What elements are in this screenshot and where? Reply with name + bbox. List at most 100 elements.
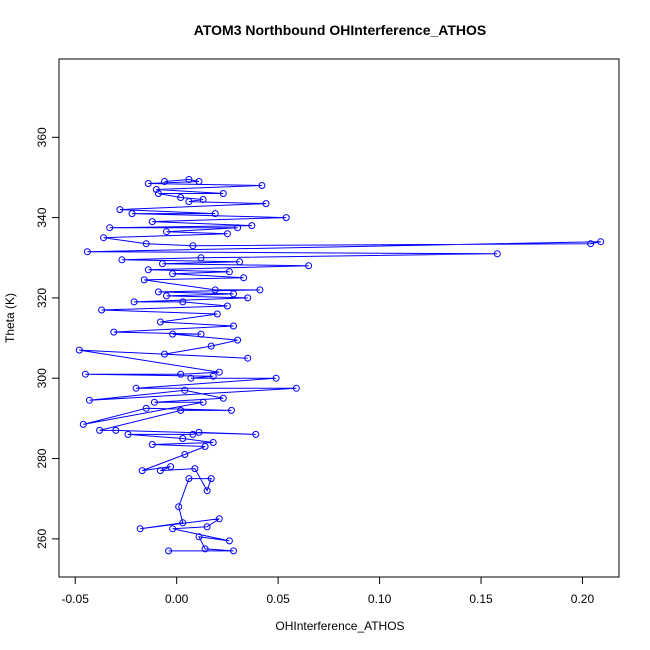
x-tick-label: 0.10 xyxy=(368,592,392,606)
y-tick-label: 340 xyxy=(35,207,49,227)
data-point xyxy=(305,262,313,270)
data-point xyxy=(203,487,211,495)
data-point xyxy=(597,238,605,246)
data-point xyxy=(118,256,126,264)
data-point xyxy=(201,545,209,553)
data-point xyxy=(185,176,193,183)
y-tick-label: 320 xyxy=(35,288,49,308)
data-point xyxy=(138,467,146,475)
data-point xyxy=(215,515,223,523)
data-point xyxy=(175,503,183,511)
data-point xyxy=(179,519,187,527)
y-tick-label: 280 xyxy=(35,448,49,468)
plot-frame xyxy=(58,58,620,578)
chart-title: ATOM3 Northbound OHInterference_ATHOS xyxy=(194,22,486,38)
data-point xyxy=(207,475,215,483)
data-point xyxy=(256,286,264,294)
x-tick-label: 0.05 xyxy=(266,592,290,606)
data-point xyxy=(199,196,207,203)
data-point xyxy=(191,465,199,473)
data-point xyxy=(197,330,205,338)
data-point xyxy=(100,234,108,242)
data-point xyxy=(169,270,177,278)
data-point xyxy=(128,210,136,218)
data-point xyxy=(156,318,164,326)
data-point xyxy=(272,374,280,382)
y-axis-label: Theta (K) xyxy=(3,293,17,343)
data-point xyxy=(181,386,189,394)
data-point xyxy=(148,441,156,448)
x-tick-label: 0.20 xyxy=(571,592,595,606)
data-point xyxy=(161,178,168,185)
data-point xyxy=(234,224,242,232)
data-point xyxy=(165,547,173,555)
data-point xyxy=(144,180,152,187)
data-point xyxy=(167,463,175,471)
data-point xyxy=(177,406,185,414)
data-point xyxy=(163,228,170,236)
data-point xyxy=(244,354,252,362)
data-point xyxy=(85,396,93,404)
data-point xyxy=(225,537,233,545)
data-point xyxy=(215,368,223,376)
x-tick-label: 0.00 xyxy=(165,592,189,606)
data-point xyxy=(177,370,185,378)
data-point xyxy=(124,430,132,438)
data-point xyxy=(83,248,91,256)
data-point xyxy=(148,218,156,226)
data-point xyxy=(75,346,83,354)
data-point xyxy=(150,398,158,406)
data-point xyxy=(169,330,177,338)
y-axis: 260 280 300 320 340 360 xyxy=(35,127,60,549)
data-point xyxy=(79,420,87,428)
data-point xyxy=(223,230,231,238)
data-point xyxy=(211,210,219,218)
data-point xyxy=(244,294,252,302)
data-point xyxy=(110,328,118,336)
data-point xyxy=(258,182,266,189)
data-point xyxy=(152,186,160,193)
data-point xyxy=(159,260,166,268)
data-point xyxy=(262,200,270,208)
data-point xyxy=(195,178,203,185)
data-point xyxy=(213,310,221,318)
data-point xyxy=(240,274,248,282)
data-point xyxy=(112,426,120,434)
data-point xyxy=(219,394,227,402)
data-point xyxy=(223,302,231,310)
data-point xyxy=(248,222,256,230)
y-tick-label: 260 xyxy=(35,529,49,549)
data-point xyxy=(587,240,595,248)
data-point xyxy=(81,370,89,378)
data-point xyxy=(181,451,189,458)
data-point xyxy=(219,190,227,197)
data-point xyxy=(130,298,138,306)
data-point xyxy=(185,198,193,206)
data-point xyxy=(292,384,300,392)
data-point xyxy=(161,350,168,358)
data-point xyxy=(230,322,237,330)
data-point xyxy=(282,214,290,222)
data-point xyxy=(177,194,185,201)
data-point xyxy=(228,406,235,414)
data-point xyxy=(179,435,187,442)
data-point xyxy=(230,547,237,555)
data-point xyxy=(189,430,197,438)
data-point xyxy=(230,290,237,298)
y-tick-label: 360 xyxy=(35,127,49,147)
series-line xyxy=(79,178,601,552)
data-point xyxy=(252,430,260,438)
data-point xyxy=(156,467,164,475)
data-point xyxy=(116,206,124,214)
data-point xyxy=(96,426,104,434)
data-point xyxy=(144,266,152,274)
data-point xyxy=(209,372,217,380)
data-point xyxy=(207,342,215,350)
data-point xyxy=(211,286,219,294)
data-point xyxy=(234,336,242,344)
data-point xyxy=(132,384,140,392)
data-point xyxy=(209,439,217,446)
x-tick-label: -0.05 xyxy=(62,592,90,606)
data-point xyxy=(98,306,106,314)
